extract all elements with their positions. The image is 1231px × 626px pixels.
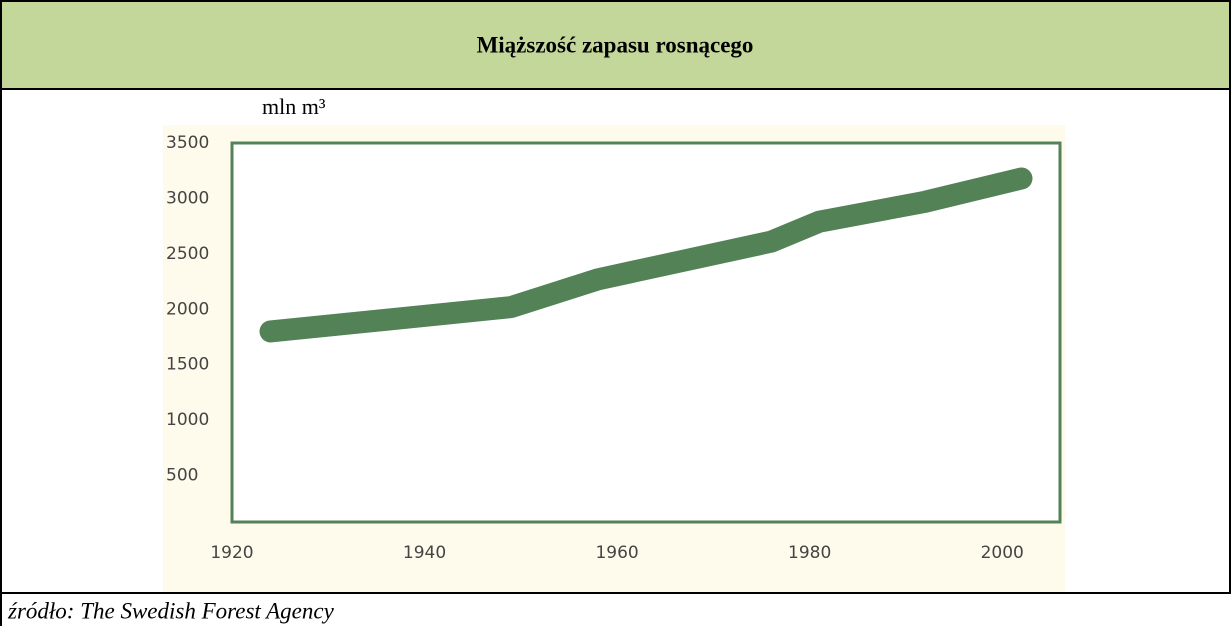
y-tick-label: 3000 xyxy=(166,188,209,208)
y-tick-label: 2000 xyxy=(166,299,209,319)
data-line xyxy=(259,167,1033,343)
x-tick-label: 2000 xyxy=(981,543,1024,563)
x-tick-label: 1960 xyxy=(595,543,638,563)
x-tick-label: 1920 xyxy=(210,543,253,563)
source: źródło: The Swedish Forest Agency xyxy=(7,598,335,623)
y-tick-label: 1500 xyxy=(166,355,209,375)
x-tick-label: 1940 xyxy=(403,543,446,563)
y-tick-label: 1000 xyxy=(166,410,209,430)
y-tick-label: 3500 xyxy=(166,133,209,153)
x-tick-label: 1980 xyxy=(788,543,831,563)
chart-title: Miąższość zapasu rosnącego xyxy=(477,32,754,57)
y-axis-label: mln m³ xyxy=(262,94,326,119)
y-tick-label: 500 xyxy=(166,466,198,486)
y-tick-label: 2500 xyxy=(166,244,209,264)
header-cell xyxy=(0,0,1231,90)
